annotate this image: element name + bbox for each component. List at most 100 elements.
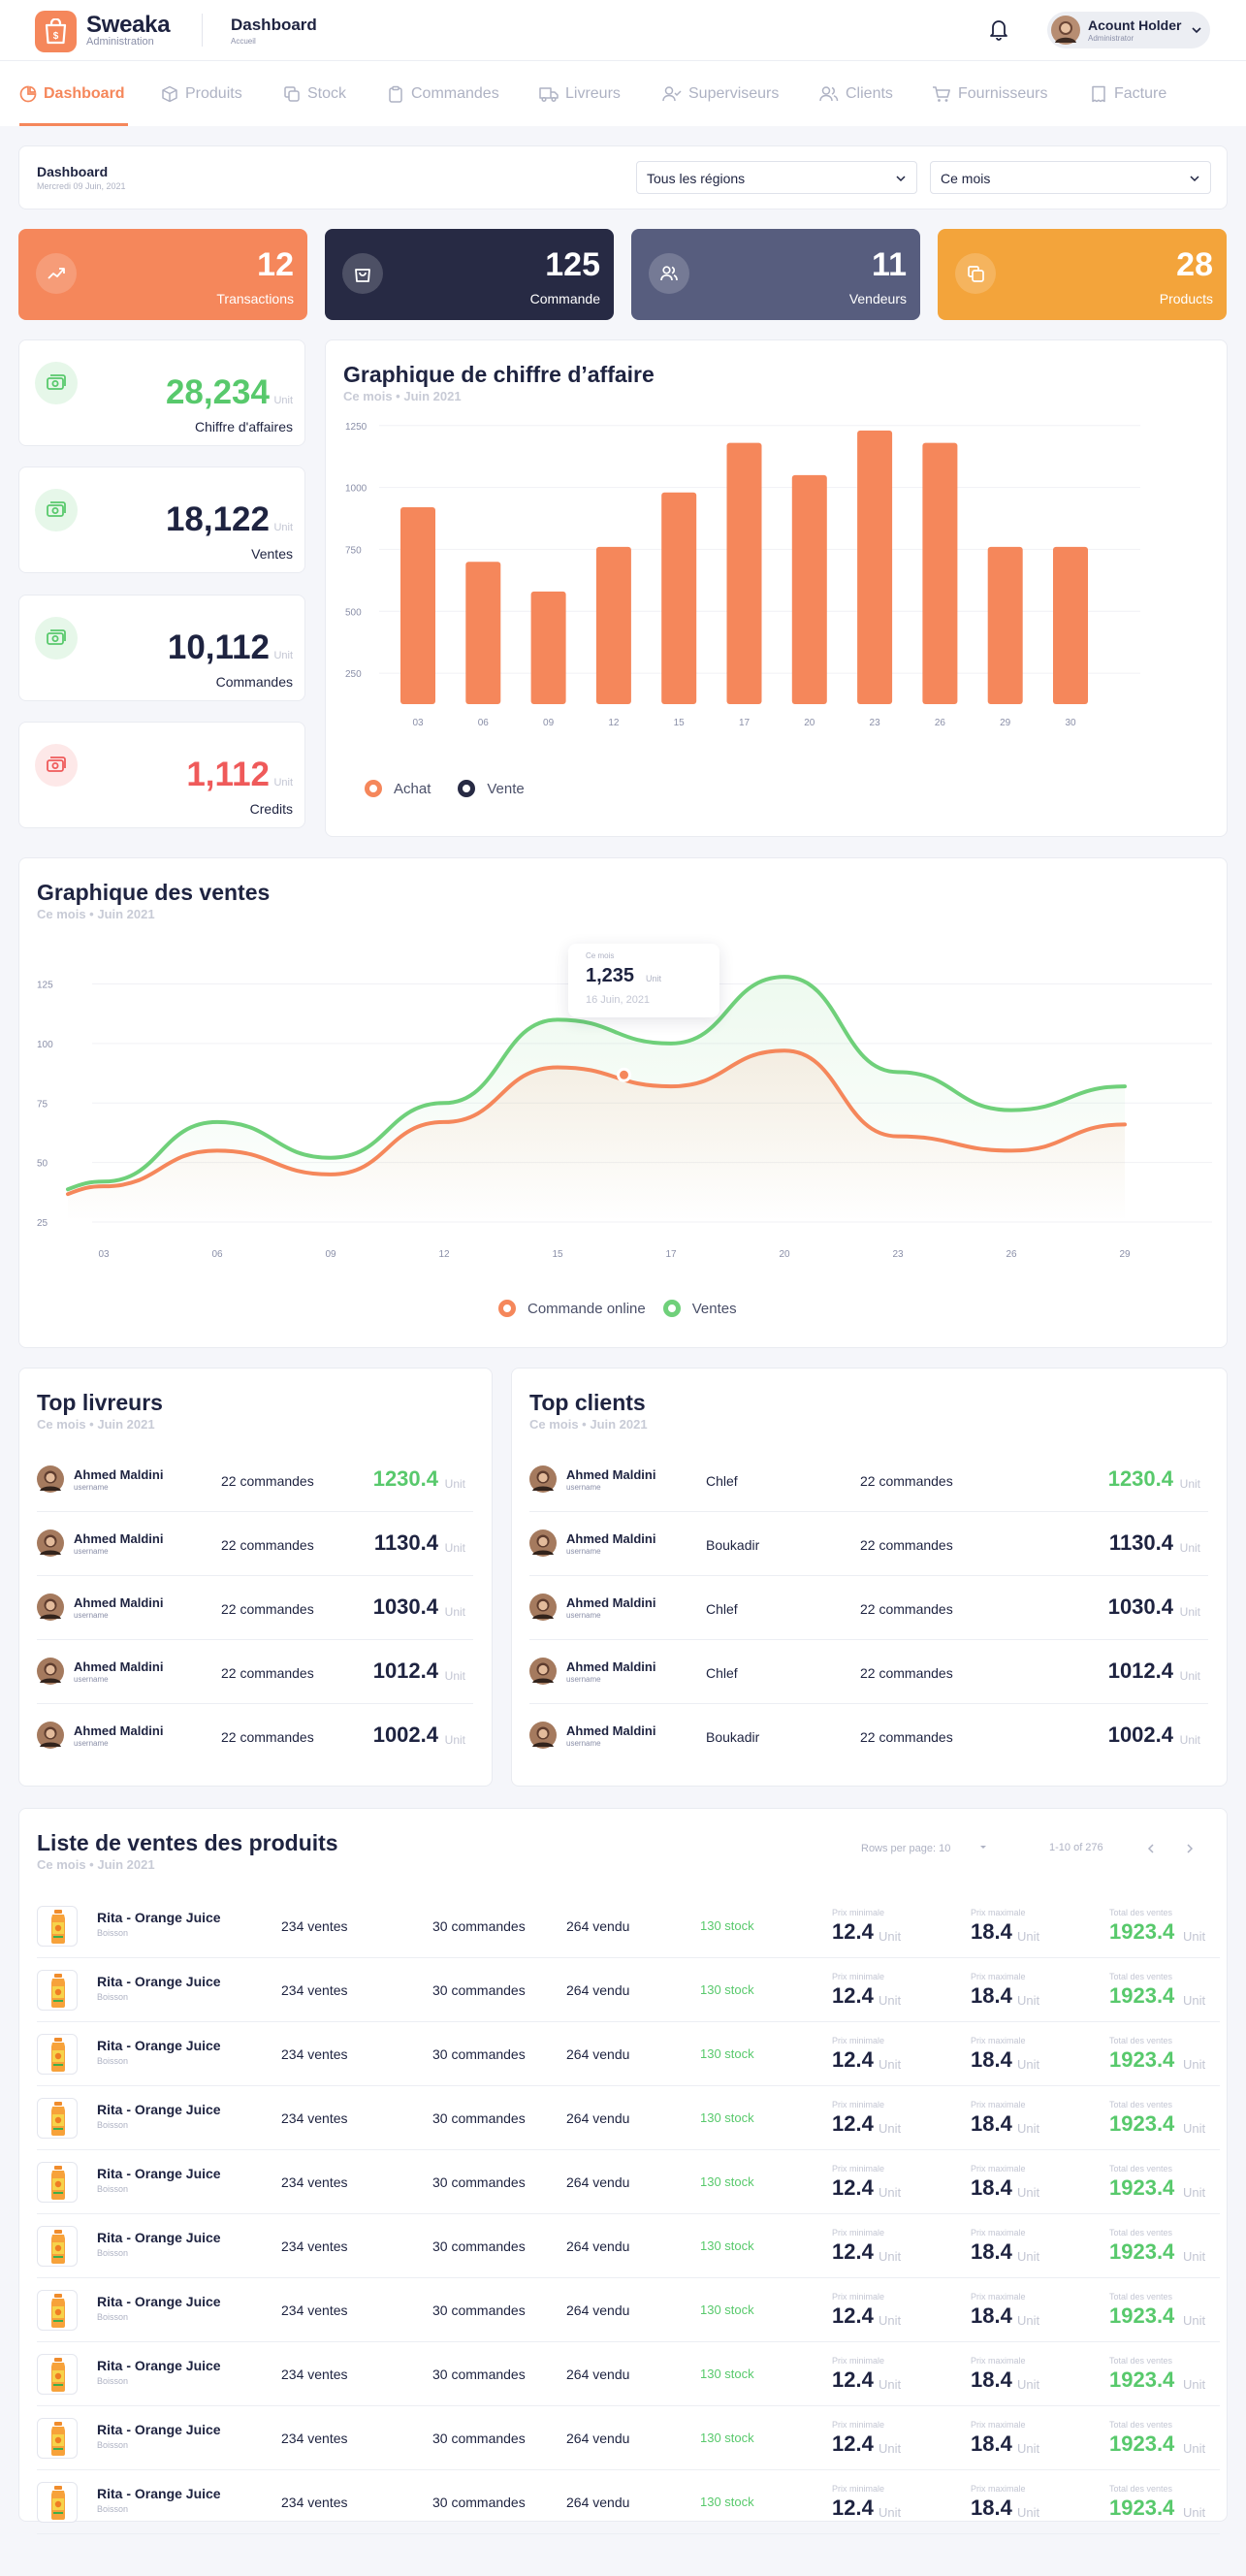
table-row[interactable]: Ahmed Maldini username Chlef 22 commandes 10… bbox=[529, 1576, 1208, 1640]
sales-count: 234 ventes bbox=[281, 2046, 348, 2062]
amount-unit: Unit bbox=[444, 1669, 465, 1683]
kpi-label: Ventes bbox=[251, 546, 293, 562]
price-max-label: Prix maximale bbox=[971, 2292, 1026, 2302]
avatar bbox=[37, 1530, 64, 1557]
table-row[interactable]: Ahmed Maldini username Chlef 22 commandes 12… bbox=[529, 1448, 1208, 1512]
rows-per-page-select[interactable]: Rows per page: 10 bbox=[861, 1842, 988, 1854]
table-row[interactable]: Ahmed Maldini username Chlef 22 commandes 10… bbox=[529, 1640, 1208, 1704]
table-row[interactable]: Rita - Orange Juice Boisson 234 ventes 30 c… bbox=[37, 1894, 1220, 1958]
kpi-card-chiffre[interactable]: 28,234 Unit Chiffre d'affaires bbox=[18, 339, 305, 446]
stat-card-transactions[interactable]: 12 Transactions bbox=[18, 229, 307, 320]
table-row[interactable]: Ahmed Maldini username 22 commandes 1230.4 U… bbox=[37, 1448, 473, 1512]
nav-livreurs[interactable]: Livreurs bbox=[539, 81, 621, 107]
table-row[interactable]: Ahmed Maldini username Boukadir 22 commande… bbox=[529, 1512, 1208, 1576]
region-select[interactable]: Tous les régions bbox=[636, 161, 917, 194]
stock-count: 130 stock bbox=[700, 2238, 754, 2253]
nav-label: Produits bbox=[185, 85, 242, 102]
table-row[interactable]: Rita - Orange Juice Boisson 234 ventes 30 c… bbox=[37, 2022, 1220, 2086]
breadcrumb: Accueil bbox=[231, 37, 256, 46]
client-region: Boukadir bbox=[706, 1729, 760, 1745]
amount-value: 1002.4 bbox=[372, 1723, 438, 1747]
price-max-unit: Unit bbox=[1017, 2121, 1040, 2136]
sales-total-unit: Unit bbox=[1183, 1993, 1206, 2008]
table-row[interactable]: Ahmed Maldini username 22 commandes 1002.4 U… bbox=[37, 1704, 473, 1768]
orders-count: 30 commandes bbox=[432, 2431, 526, 2446]
chart-tooltip: Ce mois 1,235 Unit 16 Juin, 2021 bbox=[568, 944, 719, 1017]
x-tick-label: 30 bbox=[1065, 718, 1076, 728]
nav-superviseurs[interactable]: Superviseurs bbox=[662, 81, 779, 107]
sales-total-label: Total des ventes bbox=[1109, 1972, 1173, 1981]
table-row[interactable]: Rita - Orange Juice Boisson 234 ventes 30 c… bbox=[37, 2278, 1220, 2342]
table-row[interactable]: Ahmed Maldini username 22 commandes 1012.4 U… bbox=[37, 1640, 473, 1704]
sales-total-label: Total des ventes bbox=[1109, 2228, 1173, 2238]
price-min-value: 12.4 bbox=[832, 2239, 874, 2264]
kpi-card-ventes[interactable]: 18,122 Unit Ventes bbox=[18, 467, 305, 573]
nav-dashboard[interactable]: Dashboard bbox=[19, 81, 125, 107]
order-count: 22 commandes bbox=[221, 1601, 314, 1617]
stat-card-vendeurs[interactable]: 11 Vendeurs bbox=[631, 229, 920, 320]
stock-count: 130 stock bbox=[700, 2495, 754, 2509]
product-name: Rita - Orange Juice bbox=[97, 2230, 221, 2245]
pie-chart-icon bbox=[19, 85, 37, 103]
table-row[interactable]: Ahmed Maldini username 22 commandes 1030.4 U… bbox=[37, 1576, 473, 1640]
price-max-label: Prix maximale bbox=[971, 2356, 1026, 2366]
table-row[interactable]: Rita - Orange Juice Boisson 234 ventes 30 c… bbox=[37, 2470, 1220, 2534]
nav-produits[interactable]: Produits bbox=[161, 81, 242, 107]
bell-icon[interactable] bbox=[988, 17, 1009, 46]
page-title: Dashboard bbox=[231, 16, 317, 34]
product-thumbnail bbox=[37, 2162, 78, 2203]
chevron-left-icon[interactable] bbox=[1145, 1843, 1157, 1854]
table-row[interactable]: Rita - Orange Juice Boisson 234 ventes 30 c… bbox=[37, 2406, 1220, 2470]
kpi-card-credits[interactable]: 1,112 Unit Credits bbox=[18, 722, 305, 828]
avatar bbox=[529, 1465, 557, 1493]
kpi-value: 18,122 bbox=[165, 500, 270, 538]
product-name: Rita - Orange Juice bbox=[97, 1974, 221, 1989]
sales-count: 234 ventes bbox=[281, 2495, 348, 2510]
sold-count: 264 vendu bbox=[566, 1918, 630, 1934]
nav-clients[interactable]: Clients bbox=[819, 81, 893, 107]
user-menu[interactable]: Acount Holder Administrator bbox=[1047, 12, 1210, 48]
x-tick-label: 03 bbox=[412, 718, 424, 728]
sold-count: 264 vendu bbox=[566, 2046, 630, 2062]
stock-count: 130 stock bbox=[700, 1982, 754, 1997]
kpi-card-commandes[interactable]: 10,112 Unit Commandes bbox=[18, 595, 305, 701]
price-max-unit: Unit bbox=[1017, 2377, 1040, 2392]
table-row[interactable]: Ahmed Maldini username 22 commandes 1130.4 U… bbox=[37, 1512, 473, 1576]
table-row[interactable]: Rita - Orange Juice Boisson 234 ventes 30 c… bbox=[37, 2214, 1220, 2278]
orders-count: 30 commandes bbox=[432, 2238, 526, 2254]
nav-stock[interactable]: Stock bbox=[283, 81, 346, 107]
y-tick-label: 500 bbox=[345, 607, 362, 618]
price-max-label: Prix maximale bbox=[971, 2228, 1026, 2238]
table-row[interactable]: Rita - Orange Juice Boisson 234 ventes 30 c… bbox=[37, 1958, 1220, 2022]
product-thumbnail bbox=[37, 2418, 78, 2459]
product-name: Rita - Orange Juice bbox=[97, 2294, 221, 2309]
sweaka-logo-icon[interactable]: $ bbox=[35, 11, 77, 52]
bar bbox=[1053, 546, 1088, 704]
sales-total-label: Total des ventes bbox=[1109, 2164, 1173, 2174]
product-thumbnail bbox=[37, 2098, 78, 2139]
table-row[interactable]: Ahmed Maldini username Boukadir 22 commande… bbox=[529, 1704, 1208, 1768]
client-region: Boukadir bbox=[706, 1537, 760, 1553]
juice-bottle-icon bbox=[51, 2294, 65, 2328]
amount-value: 1130.4 bbox=[1108, 1530, 1173, 1555]
header-separator bbox=[0, 60, 1246, 61]
legend-label: Vente bbox=[487, 780, 525, 797]
chevron-right-icon[interactable] bbox=[1184, 1843, 1196, 1854]
orders-count: 30 commandes bbox=[432, 2367, 526, 2382]
period-select[interactable]: Ce mois bbox=[930, 161, 1211, 194]
table-row[interactable]: Rita - Orange Juice Boisson 234 ventes 30 c… bbox=[37, 2086, 1220, 2150]
price-min-value: 12.4 bbox=[832, 1983, 874, 2008]
nav-commandes[interactable]: Commandes bbox=[387, 81, 499, 107]
table-row[interactable]: Rita - Orange Juice Boisson 234 ventes 30 c… bbox=[37, 2342, 1220, 2406]
y-tick-label: 25 bbox=[37, 1218, 48, 1229]
sales-total-value: 1923.4 bbox=[1109, 2431, 1175, 2456]
avatar bbox=[37, 1465, 64, 1493]
stat-card-products[interactable]: 28 Products bbox=[938, 229, 1227, 320]
stat-card-commande[interactable]: 125 Commande bbox=[325, 229, 614, 320]
driver-name: Ahmed Maldini bbox=[74, 1531, 164, 1546]
table-row[interactable]: Rita - Orange Juice Boisson 234 ventes 30 c… bbox=[37, 2150, 1220, 2214]
nav-facture[interactable]: Facture bbox=[1090, 81, 1166, 107]
y-tick-label: 50 bbox=[37, 1159, 48, 1170]
nav-fournisseurs[interactable]: Fournisseurs bbox=[932, 81, 1047, 107]
x-tick-label: 12 bbox=[608, 718, 620, 728]
